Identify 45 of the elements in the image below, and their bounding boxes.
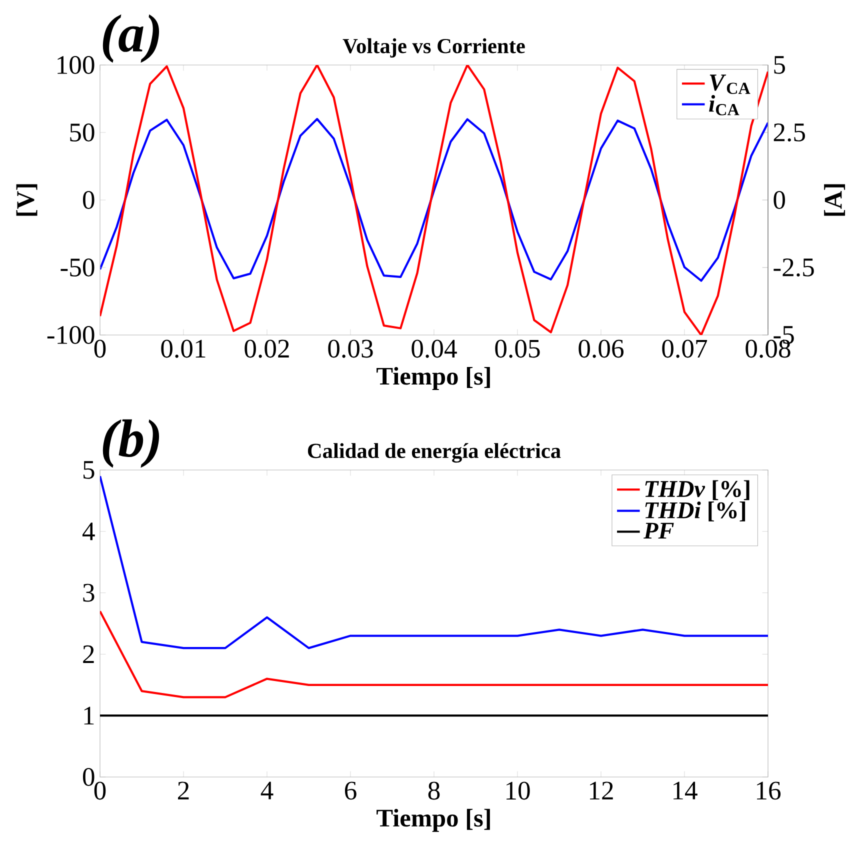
legend-label: THDi [%] xyxy=(645,502,746,522)
x-tick-label: 4 xyxy=(260,782,274,800)
text: (a) xyxy=(102,14,160,63)
x-tick-label: 10 xyxy=(506,782,530,800)
x-tick-label: 16 xyxy=(757,782,781,800)
y-tick-label: 100 xyxy=(58,56,94,74)
y-tick-label: -100 xyxy=(47,326,94,344)
x-tick-label: 0.05 xyxy=(495,340,540,358)
y-tick-label: 4 xyxy=(82,522,95,540)
legend-label: V$_{CA}$ xyxy=(710,74,750,94)
y2-axis-title: [A] xyxy=(824,184,846,216)
chart-title: Voltaje vs Corriente xyxy=(342,38,525,58)
y2-tick-label: 5 xyxy=(774,56,785,74)
x-tick-label: 12 xyxy=(590,782,613,800)
y-axis-title: [V] xyxy=(16,184,38,216)
y2-tick-label: 0 xyxy=(774,191,786,209)
x-tick-label: 2 xyxy=(178,782,189,800)
chart-title: Calidad de energía eléctrica xyxy=(308,443,561,463)
x-tick-label: 0.06 xyxy=(578,340,624,358)
y-tick-label: -50 xyxy=(60,258,94,276)
x-tick-label: 0.07 xyxy=(662,340,708,358)
y-tick-label: 1 xyxy=(84,706,94,724)
y2-tick-label: 2.5 xyxy=(774,123,805,142)
x-tick-label: 0.01 xyxy=(161,340,206,358)
x-tick-label: 0.04 xyxy=(412,340,457,358)
y-tick-label: 0 xyxy=(82,191,94,209)
y-tick-label: 50 xyxy=(70,124,94,142)
line-series xyxy=(100,118,768,282)
x-tick-label: 0.02 xyxy=(244,340,289,358)
y-tick-label: 5 xyxy=(84,461,94,479)
x-tick-label: 14 xyxy=(674,782,698,800)
y-tick-label: 2 xyxy=(83,645,94,664)
x-axis-title: Tiempo [s] xyxy=(376,808,490,832)
x-axis-title: Tiempo [s] xyxy=(376,366,490,390)
text: (b) xyxy=(102,419,160,468)
legend-label: PF xyxy=(644,522,674,539)
y-tick-label: 3 xyxy=(83,584,94,602)
x-tick-label: 0.03 xyxy=(328,340,373,358)
y2-tick-label: -2.5 xyxy=(774,258,814,277)
x-tick-label: 8 xyxy=(428,782,440,800)
y-tick-label: 0 xyxy=(82,768,94,786)
line-series xyxy=(100,65,768,335)
legend-label: THDv [%] xyxy=(645,480,750,500)
x-tick-label: 6 xyxy=(344,782,356,800)
legend-label: i$_{CA}$ xyxy=(709,95,740,116)
